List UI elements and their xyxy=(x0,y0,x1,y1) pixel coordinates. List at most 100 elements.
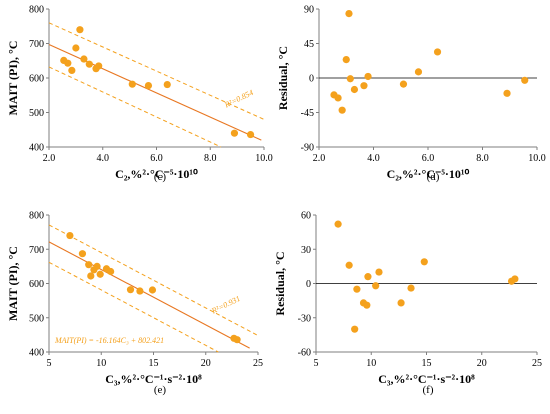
data-point xyxy=(144,81,153,90)
x-axis-label: C₂,%²·°C⁻⁵·10¹⁰ xyxy=(387,167,470,181)
y-tick-label: 500 xyxy=(29,313,44,324)
data-point xyxy=(353,285,361,293)
x-tick-label: 15 xyxy=(422,358,432,369)
panel-label: (d) xyxy=(427,171,440,183)
x-tick-label: 8.0 xyxy=(204,153,217,164)
data-point xyxy=(346,75,354,83)
y-tick-label: -45 xyxy=(301,108,314,119)
x-tick-label: 25 xyxy=(532,358,542,369)
chart-panel-e: 5 10 15 20 25 400 500 600 700 800 C₃,%²·°C⁻¹·s⁻²·1… xyxy=(6,211,263,397)
data-point xyxy=(363,301,371,309)
x-tick-label: 8.0 xyxy=(476,153,489,164)
x-tick-label: 5 xyxy=(314,358,319,369)
data-point xyxy=(233,336,241,344)
y-tick-label: -90 xyxy=(301,143,314,154)
data-point xyxy=(503,89,511,97)
panel-label: (e) xyxy=(154,384,167,396)
x-tick-label: 2.0 xyxy=(43,153,56,164)
x-tick-label: 4.0 xyxy=(97,153,110,164)
y-tick-label: 60 xyxy=(301,211,311,222)
y-tick-label: 800 xyxy=(29,5,44,16)
data-point xyxy=(414,68,423,76)
band-upper-line xyxy=(48,224,259,337)
data-point xyxy=(364,273,372,281)
data-point xyxy=(96,270,104,278)
data-point xyxy=(126,286,135,294)
y-tick-label: 500 xyxy=(29,108,44,119)
chart-panel-f: 5 10 15 20 25 -60 -30 0 30 60 C₃,%²·°C⁻¹·s⁻²·10⁸ Re… xyxy=(273,211,542,397)
data-point xyxy=(420,258,428,266)
data-point xyxy=(148,286,157,294)
y-axis-label: MAIT (PI), °C xyxy=(6,246,20,321)
y-tick-label: 700 xyxy=(29,245,44,256)
data-point xyxy=(399,80,408,88)
y-tick-label: 400 xyxy=(29,143,44,154)
data-point xyxy=(230,129,239,137)
data-point xyxy=(345,10,353,18)
y-tick-label: 800 xyxy=(29,211,44,222)
data-point xyxy=(87,272,95,280)
x-tick-label: 4.0 xyxy=(367,153,380,164)
data-point xyxy=(397,299,405,307)
y-tick-label: 700 xyxy=(29,39,44,50)
fit-line xyxy=(48,241,250,349)
x-tick-label: 6.0 xyxy=(422,153,435,164)
y-tick-label: 600 xyxy=(29,279,44,290)
data-point xyxy=(521,76,529,84)
data-point xyxy=(85,60,93,68)
data-point xyxy=(78,250,87,258)
y-tick-label: 30 xyxy=(301,245,311,256)
data-point xyxy=(334,220,342,228)
band-lower-line xyxy=(48,66,222,148)
data-point xyxy=(72,44,80,52)
x-tick-label: 10.0 xyxy=(255,153,273,164)
y-axis-label: Residual, °C xyxy=(273,251,287,315)
x-tick-label: 20 xyxy=(201,358,211,369)
y-tick-label: 90 xyxy=(304,5,314,16)
x-tick-label: 5 xyxy=(47,358,52,369)
x-tick-label: 2.0 xyxy=(313,153,326,164)
data-point xyxy=(95,62,103,70)
data-point xyxy=(80,55,88,63)
y-tick-label: 0 xyxy=(309,74,314,85)
data-point xyxy=(375,268,383,276)
data-point xyxy=(407,284,415,292)
x-tick-label: 10 xyxy=(366,358,376,369)
data-point xyxy=(338,106,346,114)
y-tick-label: 400 xyxy=(29,348,44,359)
x-tick-label: 10 xyxy=(96,358,106,369)
data-point xyxy=(364,72,372,81)
data-point xyxy=(360,82,368,90)
data-point xyxy=(246,130,255,139)
x-tick-label: 20 xyxy=(477,358,487,369)
data-point xyxy=(351,325,359,333)
y-tick-label: 0 xyxy=(306,279,311,290)
x-axis-label: C₃,%²·°C⁻¹·s⁻²·10⁸ xyxy=(105,372,202,386)
y-tick-label: -60 xyxy=(298,348,311,359)
data-point xyxy=(163,80,171,89)
data-point xyxy=(342,56,350,64)
data-point xyxy=(350,85,359,94)
x-axis-label: C₂,%²·°C⁻⁵·10¹⁰ xyxy=(115,167,198,181)
data-point xyxy=(66,231,74,240)
y-tick-label: -30 xyxy=(298,313,311,324)
x-tick-label: 10.0 xyxy=(528,153,546,164)
chart-panel-c: 2.0 4.0 6.0 8.0 10.0 400 500 600 700 800 C₂,%²·°C⁻… xyxy=(6,5,273,184)
y-tick-label: 600 xyxy=(29,74,44,85)
data-point xyxy=(136,287,144,295)
x-tick-label: 25 xyxy=(253,358,263,369)
panel-label: (c) xyxy=(154,171,167,183)
data-point xyxy=(345,261,353,269)
x-tick-label: 6.0 xyxy=(150,153,163,164)
x-axis-label: C₃,%²·°C⁻¹·s⁻²·10⁸ xyxy=(378,372,475,386)
data-point xyxy=(64,59,72,67)
data-point xyxy=(76,26,84,34)
r-squared-annotation: R²=0.931 xyxy=(209,294,241,316)
r-squared-annotation: R²=0.854 xyxy=(222,88,254,110)
data-point xyxy=(128,80,136,88)
data-point xyxy=(85,261,93,269)
y-axis-label: MAIT (PI), °C xyxy=(6,41,20,116)
y-tick-label: 45 xyxy=(304,39,314,50)
data-point xyxy=(107,267,115,276)
